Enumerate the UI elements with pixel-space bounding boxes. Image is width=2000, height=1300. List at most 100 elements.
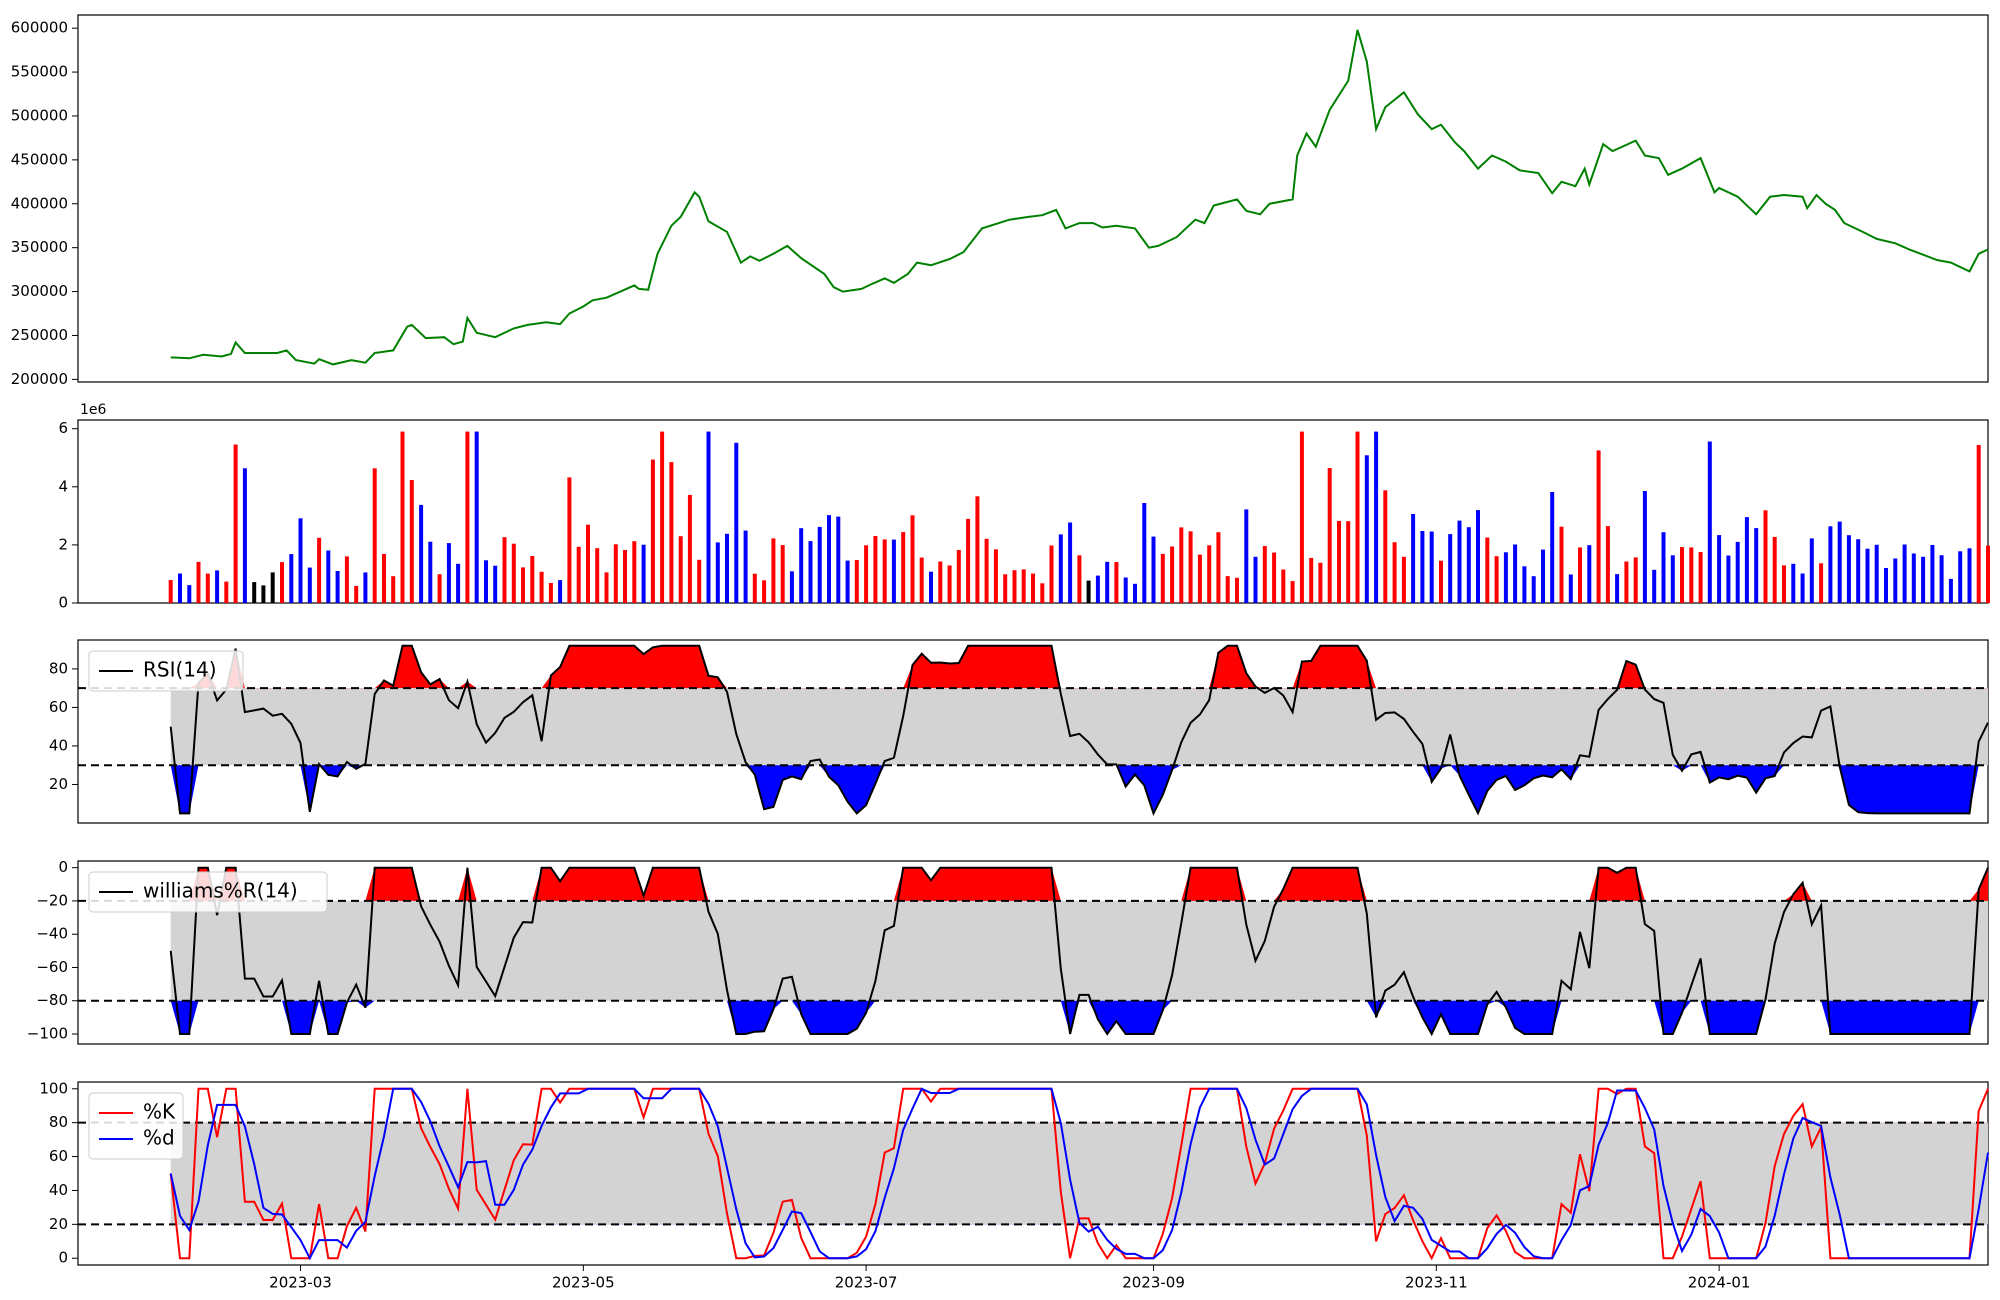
volume-bar: [891, 539, 896, 603]
volume-bar: [623, 550, 627, 603]
volume-bar: [344, 556, 349, 603]
volume-bar: [1550, 492, 1555, 603]
volume-bar: [901, 532, 906, 603]
volume-bar: [1170, 546, 1175, 603]
volume-bar: [1893, 558, 1898, 603]
volume-bar: [1763, 510, 1768, 603]
williams-line: [169, 866, 1989, 1037]
volume-exponent-label: 1e6: [80, 402, 107, 418]
stoch-ytick-label: 20: [49, 1215, 68, 1233]
rsi-ytick-label: 80: [49, 659, 68, 677]
volume-bar: [641, 544, 646, 603]
volume-bar: [1476, 510, 1480, 603]
volume-bar: [1216, 532, 1221, 603]
volume-bar: [1003, 574, 1008, 603]
volume-bar: [1290, 581, 1295, 603]
volume-bar: [919, 557, 924, 603]
volume-bar: [669, 462, 674, 603]
volume-bar: [1448, 534, 1453, 603]
williams-neutral-band: [170, 900, 1988, 1001]
volume-bar: [446, 543, 451, 603]
volume-bar: [1513, 544, 1518, 603]
volume-bar: [827, 515, 831, 603]
legend-label: %d: [143, 1126, 175, 1150]
volume-bar: [799, 528, 804, 603]
volume-bar: [975, 496, 980, 603]
volume-bar: [789, 571, 794, 603]
volume-bar: [1327, 468, 1332, 603]
volume-bar: [437, 574, 442, 603]
volume-bar: [613, 544, 618, 603]
volume-bar: [1105, 561, 1110, 603]
volume-bar: [1578, 547, 1582, 603]
volume-bar: [465, 431, 470, 603]
volume-bar: [1735, 541, 1740, 603]
volume-bar: [1021, 569, 1026, 603]
volume-bar: [280, 562, 284, 603]
volume-bar: [808, 541, 813, 603]
volume-bar: [1819, 563, 1824, 603]
volume-bar: [252, 582, 257, 603]
volume-bar: [242, 468, 247, 603]
volume-bar: [725, 533, 729, 603]
williams-ytick-label: −100: [27, 1025, 68, 1043]
volume-bar: [1262, 546, 1267, 603]
volume-bar: [1207, 545, 1212, 603]
volume-bar: [1856, 539, 1861, 603]
volume-bar: [632, 541, 637, 603]
volume-bar: [1244, 509, 1249, 603]
stoch-ytick-label: 100: [39, 1079, 68, 1097]
volume-bar: [530, 556, 535, 603]
volume-bar: [604, 572, 609, 603]
volume-ytick-label: 2: [58, 535, 68, 553]
price-ytick-label: 400000: [11, 194, 68, 212]
volume-bar: [1522, 566, 1527, 603]
stoch-ytick-label: 80: [49, 1113, 68, 1131]
volume-bar: [1726, 555, 1731, 603]
volume-bar: [1420, 531, 1425, 603]
stoch-d-line: [169, 1087, 1989, 1261]
volume-bar: [1874, 544, 1879, 603]
volume-bar: [697, 559, 702, 603]
volume-bar: [1012, 570, 1017, 603]
volume-bar: [1921, 556, 1926, 603]
volume-bar: [817, 526, 822, 603]
volume-bar: [929, 571, 933, 603]
volume-bar: [215, 570, 220, 603]
volume-bar: [1800, 573, 1805, 603]
volume-bar: [1337, 520, 1341, 603]
volume-bar: [734, 442, 739, 603]
volume-bar: [428, 541, 433, 603]
volume-bar: [187, 585, 192, 603]
volume-bar: [456, 563, 461, 603]
volume-bar: [1031, 573, 1035, 603]
volume-bar: [743, 530, 748, 603]
volume-bar: [1948, 578, 1953, 603]
x-tick-label: 2023-03: [269, 1274, 332, 1292]
volume-bar: [1680, 547, 1684, 603]
volume-bar: [1040, 583, 1045, 603]
volume-bar: [1133, 583, 1137, 603]
volume-bar: [1930, 545, 1935, 603]
price-ytick-label: 500000: [11, 106, 68, 124]
price-ytick-label: 300000: [11, 282, 68, 300]
rsi-ytick-label: 20: [49, 775, 68, 793]
volume-bar: [586, 524, 590, 603]
x-tick-label: 2024-01: [1688, 1274, 1751, 1292]
volume-bar: [1642, 491, 1647, 603]
volume-bar: [1077, 555, 1082, 603]
volume-bar: [521, 567, 525, 603]
volume-ytick-label: 6: [58, 419, 68, 437]
volume-bar: [1225, 576, 1230, 603]
volume-bar: [1791, 563, 1796, 603]
rsi-overbought-fill: [170, 645, 1989, 689]
volume-bar: [1698, 552, 1703, 603]
volume-bar: [1272, 552, 1277, 603]
volume-bar: [224, 581, 229, 603]
volume-bar: [326, 550, 331, 603]
rsi-neutral-band: [170, 688, 1988, 766]
volume-bar: [1615, 574, 1620, 603]
volume-bar: [363, 572, 368, 603]
price-ytick-label: 250000: [11, 326, 68, 344]
volume-bar: [1392, 542, 1397, 603]
